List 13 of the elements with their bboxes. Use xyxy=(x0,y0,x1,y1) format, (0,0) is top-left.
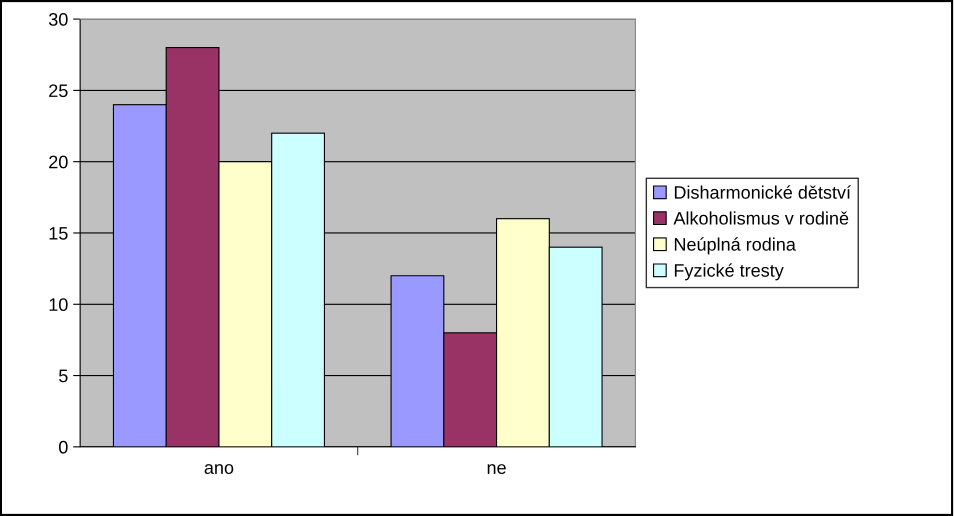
legend-label: Alkoholismus v rodině xyxy=(673,211,848,225)
x-tick-label: ne xyxy=(488,464,506,474)
legend-label: Neúplná rodina xyxy=(674,237,796,254)
y-tick-label: 20 xyxy=(49,156,68,168)
legend-label: Fyzické tresty xyxy=(674,263,784,280)
y-tick-label: 25 xyxy=(49,84,68,98)
y-tick-label: 5 xyxy=(59,370,68,382)
y-tick-label: 15 xyxy=(50,227,68,240)
y-tick-label: 30 xyxy=(48,13,68,26)
y-tick-label: 10 xyxy=(50,298,68,311)
x-tick-label: ano xyxy=(204,464,234,474)
y-tick-label: 0 xyxy=(58,440,68,454)
legend-label: Disharmonické dětství xyxy=(674,185,851,199)
